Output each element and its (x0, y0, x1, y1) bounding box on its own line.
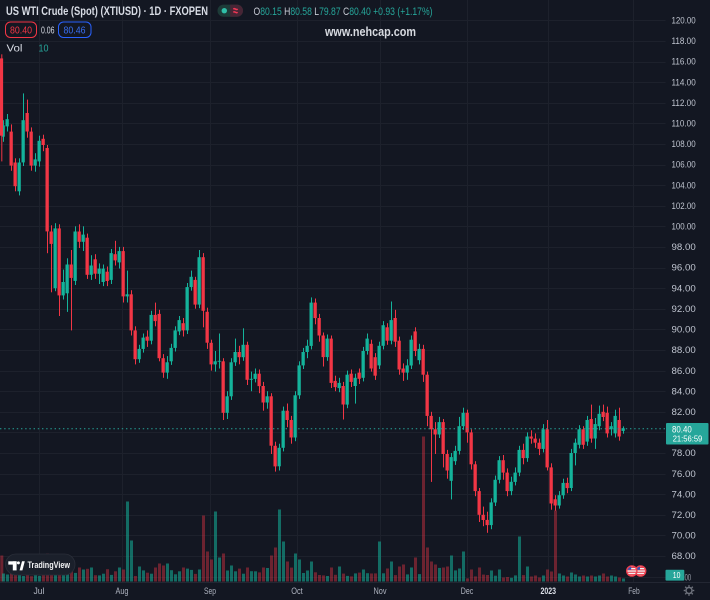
svg-text:92.00: 92.00 (672, 304, 696, 314)
svg-text:Jul: Jul (34, 586, 45, 597)
svg-text:10: 10 (673, 570, 681, 580)
svg-text:US WTI Crude (Spot) (XTIUSD) ·: US WTI Crude (Spot) (XTIUSD) · 1D · FXOP… (6, 4, 208, 18)
svg-text:118.00: 118.00 (672, 36, 696, 46)
svg-text:90.00: 90.00 (672, 325, 696, 335)
svg-text:96.00: 96.00 (672, 263, 696, 273)
svg-text:74.00: 74.00 (672, 489, 696, 499)
svg-text:80.40: 80.40 (10, 25, 32, 36)
svg-text:78.00: 78.00 (672, 448, 696, 458)
svg-text:108.00: 108.00 (672, 139, 696, 149)
svg-text:112.00: 112.00 (672, 98, 696, 108)
svg-text:Nov: Nov (374, 586, 387, 597)
svg-text:00: 00 (685, 572, 692, 582)
svg-text:100.00: 100.00 (672, 222, 696, 232)
svg-text:TradingView: TradingView (28, 560, 71, 571)
svg-text:Oct: Oct (291, 586, 303, 597)
svg-text:94.00: 94.00 (672, 283, 696, 293)
svg-text:102.00: 102.00 (672, 201, 696, 211)
svg-text:Dec: Dec (461, 586, 474, 597)
svg-text:www.nehcap.com: www.nehcap.com (324, 24, 416, 39)
svg-text:84.00: 84.00 (672, 386, 696, 396)
svg-text:2023: 2023 (541, 586, 557, 597)
svg-text:70.00: 70.00 (672, 531, 696, 541)
svg-text:72.00: 72.00 (672, 510, 696, 520)
svg-text:106.00: 106.00 (672, 160, 696, 170)
svg-text:Aug: Aug (116, 586, 129, 597)
svg-text:98.00: 98.00 (672, 242, 696, 252)
svg-text:10: 10 (39, 43, 49, 55)
svg-text:86.00: 86.00 (672, 366, 696, 376)
svg-text:Vol: Vol (7, 43, 23, 55)
svg-text:116.00: 116.00 (672, 57, 696, 67)
svg-text:88.00: 88.00 (672, 345, 696, 355)
svg-text:82.00: 82.00 (672, 407, 696, 417)
svg-text:80.40: 80.40 (672, 424, 692, 434)
svg-text:68.00: 68.00 (672, 551, 696, 561)
svg-text:80.46: 80.46 (64, 25, 86, 36)
svg-text:21:56:59: 21:56:59 (673, 434, 703, 444)
svg-text:104.00: 104.00 (672, 180, 696, 190)
svg-text:Sep: Sep (204, 586, 216, 597)
svg-text:O80.15 H80.58 L79.87 C80.40 +0: O80.15 H80.58 L79.87 C80.40 +0.93 (+1.17… (254, 6, 433, 18)
svg-text:110.00: 110.00 (672, 119, 696, 129)
svg-text:0.06: 0.06 (41, 25, 55, 36)
svg-text:76.00: 76.00 (672, 469, 696, 479)
svg-text:114.00: 114.00 (672, 77, 696, 87)
svg-text:Feb: Feb (628, 586, 640, 597)
svg-text:120.00: 120.00 (672, 16, 696, 26)
